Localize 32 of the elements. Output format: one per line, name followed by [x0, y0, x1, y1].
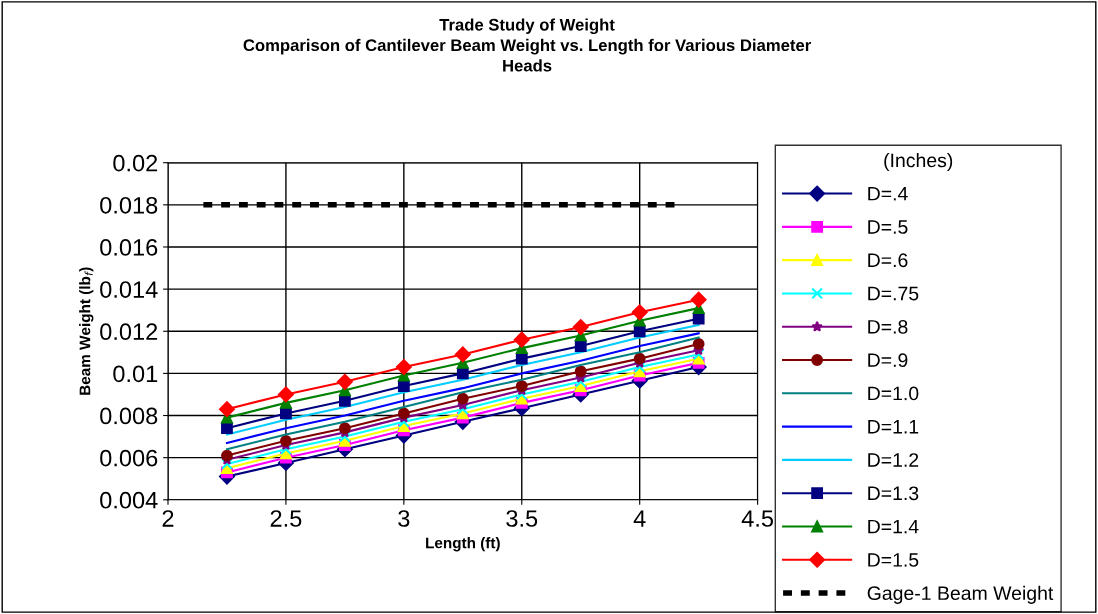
- legend-title: (Inches): [884, 152, 953, 172]
- x-tick-label: 4.5: [741, 510, 774, 527]
- legend-label: D=.8: [868, 319, 908, 334]
- y-tick-label: 0.008: [100, 407, 158, 425]
- legend-label: D=1.5: [868, 553, 919, 567]
- legend-label: D=.9: [868, 353, 908, 368]
- legend-label: Gage-1 Beam Weight: [867, 585, 1054, 604]
- y-tick-label: 0.012: [100, 323, 158, 341]
- y-tick-label: 0.02: [113, 154, 158, 172]
- legend-label: D=.4: [868, 186, 908, 201]
- legend-label: D=1.2: [868, 453, 919, 467]
- x-tick-label: 4: [633, 510, 646, 527]
- legend-label: D=1.4: [868, 519, 919, 534]
- y-tick-label: 0.01: [113, 365, 158, 383]
- y-tick-label: 0.016: [100, 239, 158, 256]
- x-axis-title: Length (ft): [426, 537, 500, 552]
- y-axis-title: Beam Weight (lb$_{f}$): [79, 267, 94, 395]
- legend-label: D=.6: [868, 253, 908, 268]
- x-tick-label: 3.5: [506, 510, 538, 527]
- y-tick-label: 0.018: [100, 196, 158, 214]
- legend-label: D=1.3: [868, 486, 919, 501]
- legend-label: D=.75: [868, 286, 919, 301]
- legend-label: D=1.1: [868, 420, 919, 434]
- legend-label: D=1.0: [868, 386, 919, 401]
- y-tick-label: 0.006: [100, 449, 158, 467]
- x-tick-label: 3: [398, 510, 410, 527]
- x-tick-label: 2.5: [270, 510, 302, 527]
- x-tick-label: 2: [162, 510, 174, 527]
- legend-label: D=.5: [868, 220, 908, 234]
- chart-title: Trade Study of Weight Comparison of Cantilever Beam Weight vs. Length for Various Diameter Heads: [243, 18, 811, 72]
- y-tick-label: 0.004: [100, 491, 158, 509]
- y-tick-label: 0.014: [100, 281, 158, 298]
